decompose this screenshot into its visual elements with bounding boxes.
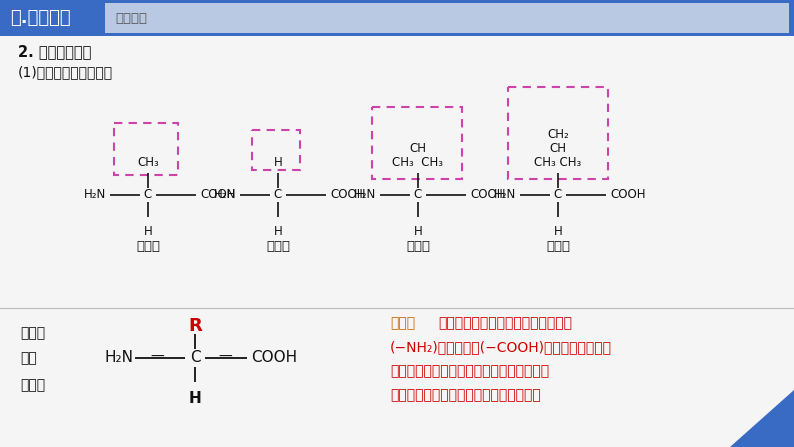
Text: 氨基酸: 氨基酸 <box>20 326 45 340</box>
Text: H: H <box>274 156 283 169</box>
Text: H: H <box>553 225 562 238</box>
Text: CH: CH <box>410 142 426 155</box>
Text: COOH: COOH <box>251 350 297 366</box>
Text: (1)组成蛋白质的氨基酸: (1)组成蛋白质的氨基酸 <box>18 65 113 79</box>
Text: 通式：: 通式： <box>20 378 45 392</box>
Text: C: C <box>554 189 562 202</box>
Text: H: H <box>144 225 152 238</box>
Text: CH₂: CH₂ <box>547 128 569 141</box>
Text: (−NH₂)和一个缧基(−COOH)，并且都有一个氨: (−NH₂)和一个缧基(−COOH)，并且都有一个氨 <box>390 340 612 354</box>
Text: 碳原子还连接一个氢原子和一个侧链基团: 碳原子还连接一个氢原子和一个侧链基团 <box>390 388 541 402</box>
Text: —: — <box>218 350 232 364</box>
Text: 亮氨酸: 亮氨酸 <box>546 240 570 253</box>
Text: H₂N: H₂N <box>214 189 236 202</box>
Text: 缬氨酸: 缬氨酸 <box>406 240 430 253</box>
Text: COOH: COOH <box>470 189 506 202</box>
Text: H: H <box>189 391 202 406</box>
Text: CH₃  CH₃: CH₃ CH₃ <box>392 156 444 169</box>
Text: COOH: COOH <box>200 189 236 202</box>
Text: C: C <box>144 189 152 202</box>
Text: 2. 蛋白质的结构: 2. 蛋白质的结构 <box>18 45 91 59</box>
Text: C: C <box>274 189 282 202</box>
Text: 必备知识: 必备知识 <box>115 12 147 25</box>
Text: 结构: 结构 <box>20 351 37 365</box>
Text: H: H <box>414 225 422 238</box>
Polygon shape <box>730 390 794 447</box>
Text: CH₃: CH₃ <box>137 156 159 169</box>
Text: C: C <box>190 350 200 366</box>
Text: H₂N: H₂N <box>494 189 516 202</box>
Text: H: H <box>274 225 283 238</box>
Text: H₂N: H₂N <box>354 189 376 202</box>
Text: H₂N: H₂N <box>104 350 133 366</box>
Text: COOH: COOH <box>610 189 646 202</box>
Bar <box>105 3 789 33</box>
Text: 甘氨酸: 甘氨酸 <box>266 240 290 253</box>
Text: 基和一个缧基连接在同一个碳原子上，这个: 基和一个缧基连接在同一个碳原子上，这个 <box>390 364 549 378</box>
Text: CH: CH <box>549 142 566 155</box>
Text: CH₃ CH₃: CH₃ CH₃ <box>534 156 582 169</box>
Text: 一.知识梳理: 一.知识梳理 <box>10 9 71 27</box>
Text: C: C <box>414 189 422 202</box>
Text: H₂N: H₂N <box>83 189 106 202</box>
Text: 每种氨基酸分子至少都含有一个氨基: 每种氨基酸分子至少都含有一个氨基 <box>438 316 572 330</box>
Text: COOH: COOH <box>330 189 365 202</box>
Text: 特点：: 特点： <box>390 316 415 330</box>
Text: —: — <box>150 350 164 364</box>
Text: R: R <box>188 317 202 335</box>
Text: 丙氨酸: 丙氨酸 <box>136 240 160 253</box>
Bar <box>0 0 794 36</box>
